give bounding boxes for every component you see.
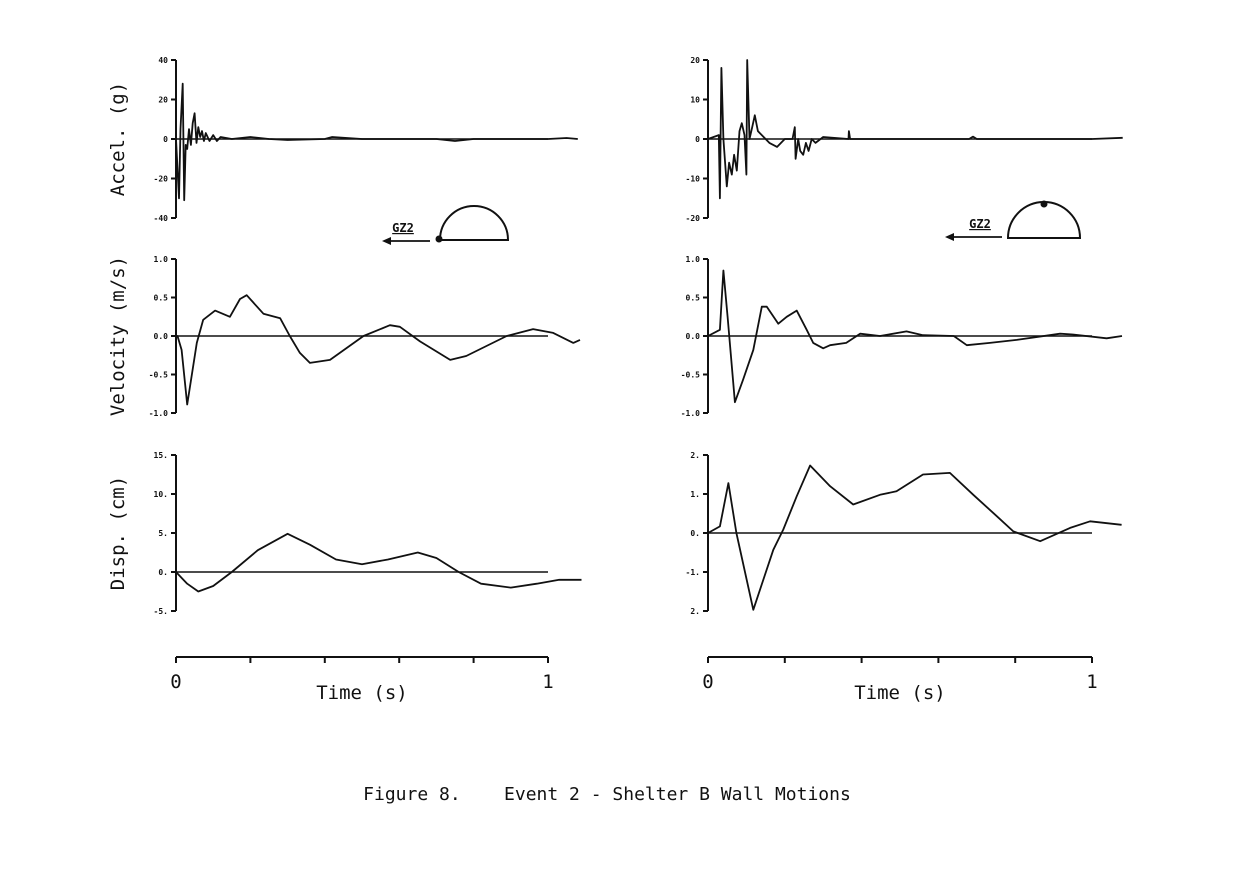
y-tick-label: 2. <box>690 451 700 460</box>
gauge-location-inset: GZ2 <box>382 205 510 245</box>
gauge-marker-icon <box>435 235 443 243</box>
y-tick-label: 20 <box>158 96 168 105</box>
data-series-velocity <box>707 269 1123 404</box>
x-tick-label: 1 <box>1086 671 1097 693</box>
x-tick-label: 0 <box>170 671 181 693</box>
y-tick-label: 10 <box>690 96 700 105</box>
y-tick-label: -0.5 <box>149 371 168 380</box>
y-axis-label: Accel. (g) <box>107 82 129 196</box>
y-tick-label: -0.5 <box>681 371 700 380</box>
arrow-left-icon <box>382 237 391 245</box>
y-tick-label: -20 <box>686 214 701 223</box>
chart-panel-left-velocity: 1.0 0.5 0.0 -0.5 -1.0 Velocity (m/s) <box>107 255 581 418</box>
gauge-location-inset: GZ2 <box>945 200 1082 241</box>
y-tick-label: -10 <box>686 175 701 184</box>
y-tick-label: 1.0 <box>154 255 169 264</box>
data-series-disp <box>707 464 1122 611</box>
chart-panel-right-accel: 20 10 0 -10 -20 GZ2 <box>686 56 1123 241</box>
y-tick-label: -40 <box>154 214 169 223</box>
gauge-label: GZ2 <box>969 217 991 231</box>
y-tick-label: -1.0 <box>149 409 168 418</box>
y-tick-label: 0.5 <box>686 294 701 303</box>
x-tick-label: 1 <box>542 671 553 693</box>
y-axis-label: Velocity (m/s) <box>107 256 129 416</box>
chart-panel-left-disp: 15. 10. 5. 0. -5. Disp. (cm) <box>107 451 582 616</box>
y-tick-label: 0. <box>158 568 168 577</box>
time-axis-right: 0 1 Time (s) <box>702 656 1098 704</box>
y-tick-label: 0.0 <box>154 332 169 341</box>
y-axis-label: Disp. (cm) <box>107 476 129 590</box>
y-tick-label: -5. <box>154 607 168 616</box>
y-tick-label: 20 <box>690 56 700 65</box>
y-tick-label: 0.5 <box>154 294 169 303</box>
y-tick-label: 40 <box>158 56 168 65</box>
y-tick-label: 10. <box>154 490 168 499</box>
y-tick-label: 15. <box>154 451 168 460</box>
data-series-accel <box>175 82 578 202</box>
y-tick-label: 2. <box>690 607 700 616</box>
data-series-velocity <box>176 294 581 406</box>
y-tick-label: 1. <box>690 490 700 499</box>
y-tick-label: -1. <box>686 568 700 577</box>
y-tick-label: -1.0 <box>681 409 700 418</box>
shelter-semicircle-icon <box>438 205 510 241</box>
time-axis-left: 0 1 Time (s) <box>170 656 554 704</box>
x-axis-label: Time (s) <box>316 682 408 704</box>
gauge-label: GZ2 <box>392 221 414 235</box>
data-series-accel <box>707 59 1123 200</box>
figure-caption: Figure 8. Event 2 - Shelter B Wall Motio… <box>363 784 851 805</box>
y-tick-label: 0 <box>163 135 168 144</box>
data-series-disp <box>175 532 582 593</box>
y-tick-label: 0 <box>695 135 700 144</box>
y-tick-label: 5. <box>158 529 168 538</box>
y-tick-label: 1.0 <box>686 255 701 264</box>
chart-panel-right-disp: 2. 1. 0. -1. 2. <box>686 451 1122 616</box>
arrow-left-icon <box>945 233 954 241</box>
x-tick-label: 0 <box>702 671 713 693</box>
y-tick-label: 0.0 <box>686 332 701 341</box>
chart-panel-left-accel: 40 20 0 -20 -40 Accel. (g) GZ2 <box>107 56 578 245</box>
y-tick-label: -20 <box>154 175 169 184</box>
chart-panel-right-velocity: 1.0 0.5 0.0 -0.5 -1.0 <box>681 255 1123 418</box>
y-tick-label: 0. <box>690 529 700 538</box>
x-axis-label: Time (s) <box>854 682 946 704</box>
gauge-marker-icon <box>1040 200 1048 208</box>
